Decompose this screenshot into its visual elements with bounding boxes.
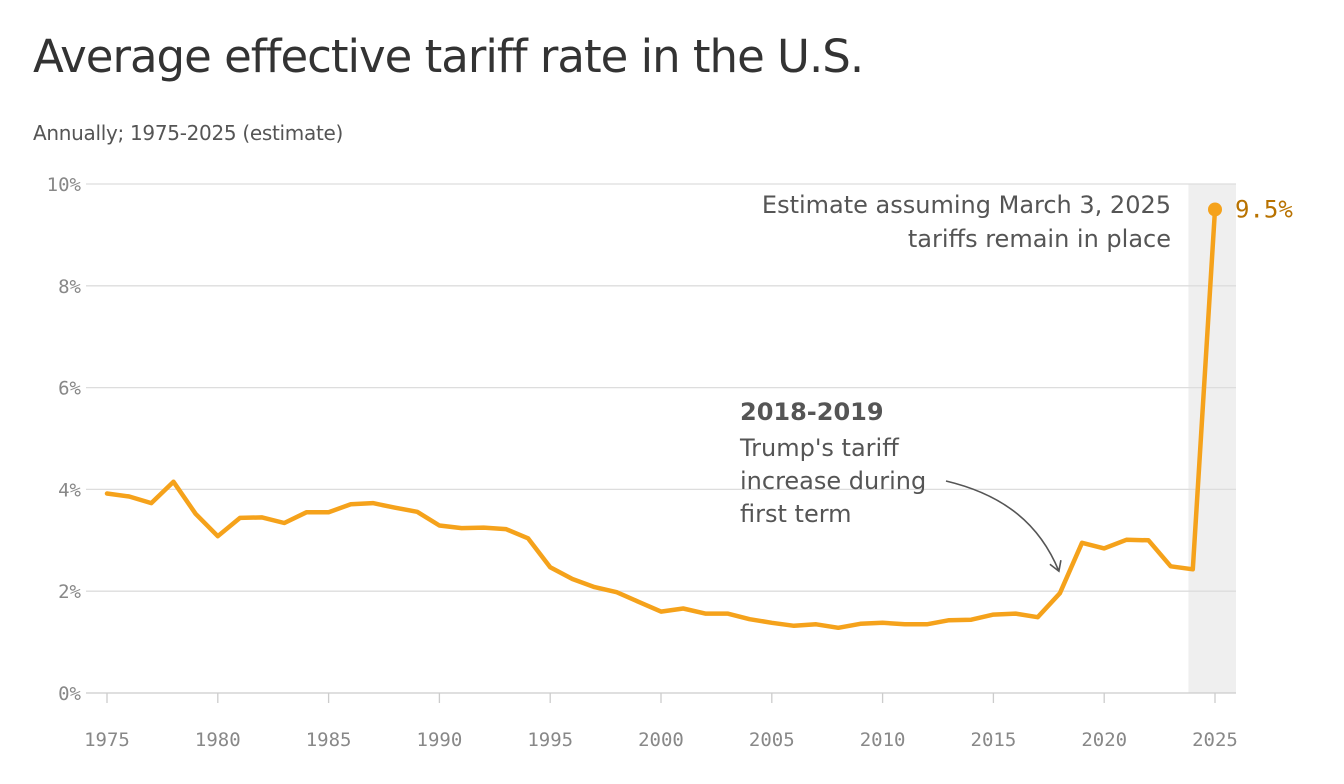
chart-title: Average effective tariff rate in the U.S… xyxy=(33,30,864,83)
annotations: 2018-2019 Trump's tariff increase during fi… xyxy=(739,191,1171,573)
annotation-line: Trump's tariff xyxy=(739,434,899,462)
y-tick-label: 4% xyxy=(58,479,81,501)
x-tick-label: 1980 xyxy=(195,729,241,751)
x-tick-label: 1975 xyxy=(84,729,130,751)
y-tick-label: 2% xyxy=(58,581,81,603)
annotation-arrow xyxy=(945,480,1060,572)
x-tick-label: 1995 xyxy=(527,729,573,751)
x-tick-label: 1985 xyxy=(306,729,352,751)
end-value-label: 9.5% xyxy=(1235,195,1293,223)
x-tick-label: 2025 xyxy=(1192,729,1238,751)
y-tick-label: 10% xyxy=(47,174,82,196)
annotation-line: increase during xyxy=(740,467,926,495)
y-axis-ticks: 0% 2% 4% 6% 8% 10% xyxy=(47,174,82,705)
gridlines xyxy=(86,183,1236,694)
series-layer: 9.5% xyxy=(104,195,1293,631)
y-tick-label: 0% xyxy=(58,683,81,705)
estimate-annotation-line: tariffs remain in place xyxy=(908,225,1171,253)
x-tick-label: 1990 xyxy=(417,729,463,751)
y-tick-label: 8% xyxy=(58,276,81,298)
end-point-marker xyxy=(1208,202,1222,217)
x-tick-label: 2010 xyxy=(860,729,906,751)
tariff-rate-line xyxy=(104,207,1218,631)
x-tick-label: 2015 xyxy=(971,729,1017,751)
x-tick-label: 2020 xyxy=(1081,729,1127,751)
x-tick-label: 2005 xyxy=(749,729,795,751)
annotation-arrowhead xyxy=(1049,560,1062,573)
x-axis-ticks: 1975 1980 1985 1990 1995 2000 2005 2010 2015 2020… xyxy=(84,693,1238,751)
estimate-annotation-line: Estimate assuming March 3, 2025 xyxy=(762,191,1171,219)
x-tick-label: 2000 xyxy=(638,729,684,751)
chart-subtitle: Annually; 1975-2025 (estimate) xyxy=(33,121,343,145)
annotation-line: first term xyxy=(740,500,852,528)
annotation-heading: 2018-2019 xyxy=(740,398,884,426)
y-tick-label: 6% xyxy=(58,378,81,400)
